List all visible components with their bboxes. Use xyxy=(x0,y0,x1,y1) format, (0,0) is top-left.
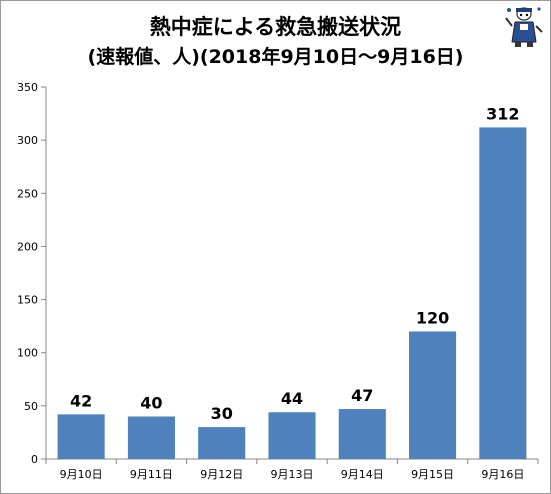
data-label: 120 xyxy=(416,308,449,327)
y-tick-label: 350 xyxy=(17,81,38,94)
x-tick-label: 9月14日 xyxy=(341,468,384,481)
y-tick-label: 50 xyxy=(24,400,38,413)
x-tick-label: 9月12日 xyxy=(200,468,243,481)
x-tick-label: 9月11日 xyxy=(130,468,173,481)
data-label: 47 xyxy=(351,386,373,405)
bar xyxy=(57,414,105,459)
y-tick-label: 200 xyxy=(17,240,38,253)
data-label: 30 xyxy=(211,404,233,423)
y-tick-label: 150 xyxy=(17,294,38,307)
x-tick-label: 9月16日 xyxy=(481,468,524,481)
data-label: 40 xyxy=(140,393,162,412)
chart-subtitle: (速報値、人)(2018年9月10日〜9月16日) xyxy=(87,46,464,68)
data-label: 312 xyxy=(486,104,519,123)
bar xyxy=(409,331,457,459)
bar xyxy=(268,412,316,459)
bar xyxy=(198,427,246,459)
x-tick-label: 9月10日 xyxy=(60,468,103,481)
y-tick-label: 300 xyxy=(17,134,38,147)
y-tick-label: 250 xyxy=(17,187,38,200)
data-label: 42 xyxy=(70,391,92,410)
bar xyxy=(338,409,386,459)
x-tick-label: 9月15日 xyxy=(411,468,454,481)
data-label: 44 xyxy=(281,389,303,408)
bar xyxy=(127,416,175,459)
mascot-icon xyxy=(505,7,543,47)
bar xyxy=(479,127,527,459)
y-tick-label: 0 xyxy=(31,453,38,466)
chart-title: 熱中症による救急搬送状況 xyxy=(149,15,402,39)
x-tick-label: 9月13日 xyxy=(271,468,314,481)
y-tick-label: 100 xyxy=(17,347,38,360)
